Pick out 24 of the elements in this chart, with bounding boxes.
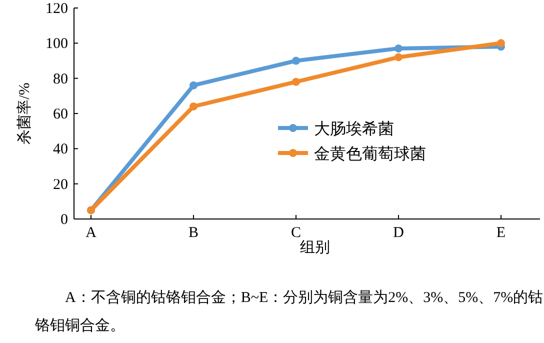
x-axis-title: 组别: [300, 239, 330, 256]
text: A：不含铜的钴铬钼合金；B~E：分别为铜含量为2%、3%、5%、7%的钴铬钼铜合金。: [35, 288, 544, 336]
legend-label: 大肠埃希菌: [314, 120, 394, 138]
y-tick-label: 0: [60, 212, 68, 228]
point: [190, 81, 198, 90]
y-tick-label: 40: [53, 142, 68, 158]
x-tick-label: C: [290, 225, 302, 241]
y-tick-label: 100: [46, 36, 68, 52]
y-tick-label: 60: [53, 106, 68, 122]
y-tick-label: 80: [53, 71, 68, 88]
point: [394, 44, 402, 52]
legend-label: 金黄色葡萄球菌: [314, 145, 426, 163]
y-tick-label: 20: [53, 176, 68, 193]
x-tick-label: A: [86, 225, 97, 241]
x-tick-label: E: [496, 225, 506, 241]
y-tick-label: 120: [46, 1, 68, 17]
x-tick-label: B: [188, 225, 199, 241]
y-axis-title: 杀菌率/%: [16, 82, 33, 144]
x-tick-label: D: [393, 225, 404, 241]
point: [292, 56, 300, 65]
point: [394, 53, 402, 62]
point: [497, 39, 505, 48]
point: [190, 102, 198, 110]
point: [292, 78, 300, 86]
